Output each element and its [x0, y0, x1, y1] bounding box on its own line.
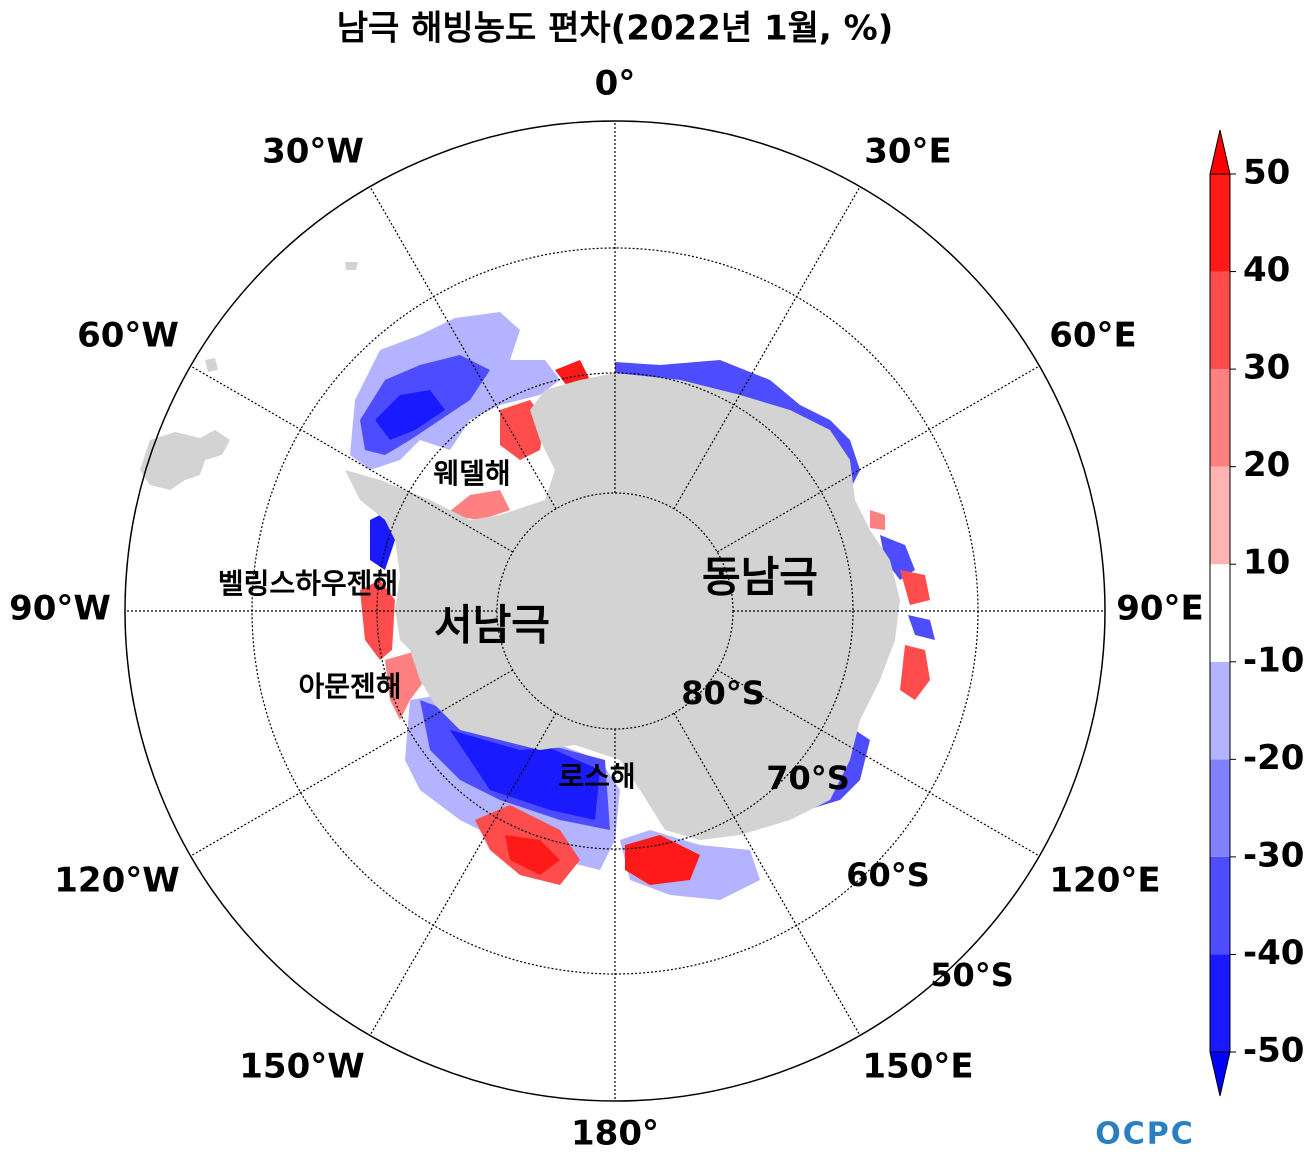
meridian	[716, 365, 1040, 553]
colorbar-segment	[1210, 954, 1230, 1052]
land	[140, 430, 230, 490]
meridian	[190, 365, 514, 553]
longitude-label: 90°E	[1116, 589, 1204, 629]
meridian	[190, 669, 514, 857]
longitude-label: 150°E	[862, 1047, 973, 1087]
anomaly-field	[350, 312, 935, 900]
colorbar-segment	[1210, 174, 1230, 272]
colorbar-segment	[1210, 661, 1230, 760]
colorbar-tick-label: 50	[1243, 153, 1290, 193]
latitude-label: 80°S	[681, 674, 765, 712]
colorbar-tick-label: 10	[1243, 543, 1290, 583]
logo: OCPC	[1095, 1117, 1195, 1152]
meridian	[716, 669, 1040, 857]
colorbar-tick-label: 20	[1243, 445, 1290, 485]
colorbar-tick-label: -30	[1243, 835, 1304, 875]
colorbar-segment	[1210, 759, 1230, 857]
colorbar-frame	[1209, 173, 1231, 1053]
region-label: 로스해	[558, 760, 635, 793]
colorbar-segment	[1210, 564, 1230, 662]
colorbar-tick-label: -10	[1243, 640, 1304, 680]
region-label: 웨델해	[433, 457, 510, 490]
longitude-label: 30°W	[262, 132, 364, 172]
meridian	[673, 186, 861, 510]
latitude-label: 50°S	[930, 956, 1014, 994]
colorbar-segment	[1210, 369, 1230, 467]
colorbar-segment	[1210, 271, 1230, 370]
longitude-label: 0°	[595, 64, 636, 104]
meridian	[369, 712, 557, 1036]
region-label: 아문젠해	[298, 670, 401, 703]
longitude-label: 30°E	[864, 132, 952, 172]
graticule	[124, 120, 1106, 1102]
colorbar-tick-label: 40	[1243, 250, 1290, 290]
map-title: 남극 해빙농도 편차(2022년 1월, %)	[337, 9, 894, 49]
colorbar: -50 -40 -30 -20 -10 10 20 30 40 50	[1209, 129, 1304, 1097]
map-boundary	[124, 120, 1106, 1102]
colorbar-tick-label: -40	[1243, 933, 1304, 973]
longitude-label: 150°W	[239, 1047, 364, 1087]
longitude-label: 60°E	[1049, 316, 1137, 356]
colorbar-extend-over	[1209, 129, 1231, 175]
meridian	[369, 186, 557, 510]
colorbar-segment	[1210, 466, 1230, 565]
land	[345, 373, 900, 840]
latitude-label: 70°S	[766, 759, 850, 797]
longitude-label: 60°W	[77, 316, 179, 356]
longitude-label: 90°W	[9, 589, 111, 629]
colorbar-segment	[1210, 856, 1230, 955]
latitude-label: 60°S	[846, 856, 930, 894]
longitude-label: 180°	[571, 1114, 659, 1154]
region-label: 서남극	[434, 601, 550, 650]
longitude-label: 120°W	[54, 861, 179, 901]
colorbar-tick-label: -50	[1243, 1031, 1304, 1071]
colorbar-tick-label: -20	[1243, 738, 1304, 778]
region-label: 벨링스하우젠해	[218, 567, 398, 600]
meridian	[673, 712, 861, 1036]
colorbar-tick-label: 30	[1243, 348, 1290, 388]
region-label: 동남극	[702, 553, 818, 602]
land	[205, 262, 358, 372]
longitude-label: 120°E	[1049, 861, 1160, 901]
colorbar-extend-under	[1209, 1051, 1231, 1097]
